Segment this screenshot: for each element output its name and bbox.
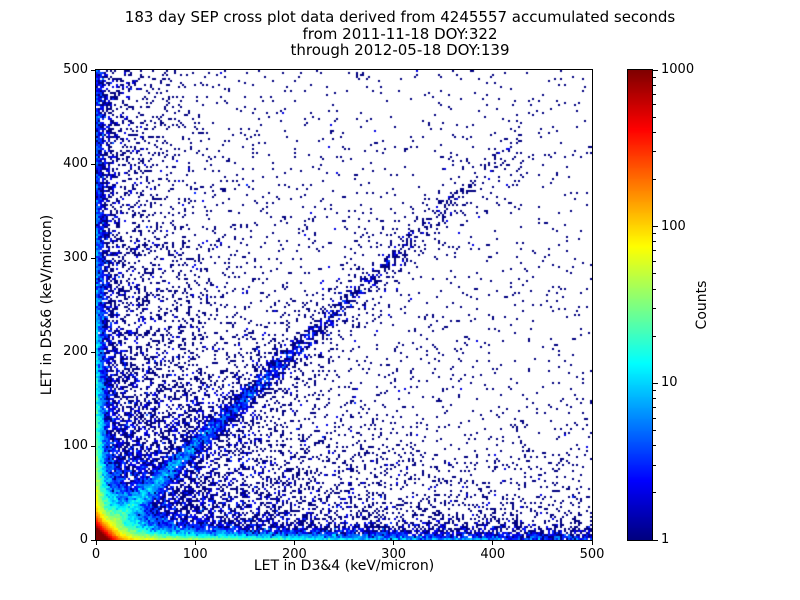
x-axis-tick-mark	[393, 541, 395, 545]
y-axis-tick-mark	[91, 163, 95, 165]
colorbar-tick-label: 1	[661, 532, 670, 547]
x-axis-tick-label: 500	[579, 547, 605, 562]
colorbar-minor-tick-mark	[653, 250, 656, 252]
colorbar-minor-tick-mark	[653, 76, 656, 78]
colorbar-minor-tick-mark	[653, 260, 656, 262]
colorbar-minor-tick-mark	[653, 445, 656, 447]
x-axis-tick-label: 0	[91, 547, 101, 562]
plot-frame	[95, 69, 593, 541]
colorbar-tick-mark	[653, 226, 658, 228]
y-axis-tick-mark	[91, 445, 95, 447]
density-scatter-canvas	[96, 70, 592, 540]
colorbar-minor-tick-mark	[653, 84, 656, 86]
y-axis-tick-label: 500	[63, 62, 88, 77]
x-axis-tick-mark	[293, 541, 295, 545]
colorbar-tick-mark	[653, 382, 658, 384]
colorbar-frame	[627, 69, 653, 541]
colorbar-minor-tick-mark	[653, 398, 656, 400]
colorbar-minor-tick-mark	[653, 335, 656, 337]
colorbar-minor-tick-mark	[653, 233, 656, 235]
y-axis-tick-mark	[91, 539, 95, 541]
colorbar-tick-label: 1000	[661, 62, 695, 77]
y-axis-tick-label: 400	[63, 156, 88, 171]
colorbar-label: Counts	[694, 280, 710, 330]
colorbar-tick-mark	[653, 69, 658, 71]
colorbar-minor-tick-mark	[653, 464, 656, 466]
chart-title-line-2: from 2011-11-18 DOY:322	[302, 25, 498, 43]
x-axis-tick-label: 100	[182, 547, 208, 562]
colorbar-minor-tick-mark	[653, 241, 656, 243]
colorbar-minor-tick-mark	[653, 407, 656, 409]
colorbar-gradient-canvas	[628, 70, 652, 540]
x-axis-tick-label: 400	[480, 547, 506, 562]
colorbar-tick-label: 100	[661, 218, 686, 234]
colorbar-minor-tick-mark	[653, 151, 656, 153]
y-axis-tick-mark	[91, 257, 95, 259]
colorbar-minor-tick-mark	[653, 104, 656, 106]
y-axis-tick-label: 300	[63, 250, 88, 265]
colorbar-minor-tick-mark	[653, 308, 656, 310]
colorbar-minor-tick-mark	[653, 179, 656, 180]
x-axis-tick-label: 300	[381, 547, 407, 562]
colorbar-minor-tick-mark	[653, 116, 656, 118]
y-axis-tick-label: 200	[63, 344, 88, 359]
colorbar-tick-mark	[653, 539, 658, 541]
colorbar-minor-tick-mark	[653, 93, 656, 95]
x-axis-tick-label: 200	[281, 547, 307, 562]
y-axis-tick-mark	[91, 351, 95, 353]
y-axis-tick-label: 100	[63, 438, 88, 453]
chart-title-line-3: through 2012-05-18 DOY:139	[290, 41, 510, 59]
colorbar-minor-tick-mark	[653, 429, 656, 431]
x-axis-tick-mark	[591, 541, 593, 545]
colorbar-minor-tick-mark	[653, 273, 656, 275]
colorbar-minor-tick-mark	[653, 492, 656, 494]
y-axis-tick-mark	[91, 69, 95, 71]
colorbar-minor-tick-mark	[653, 390, 656, 391]
x-axis-tick-mark	[95, 541, 97, 545]
colorbar-minor-tick-mark	[653, 131, 656, 133]
colorbar-minor-tick-mark	[653, 288, 656, 290]
chart-title-line-1: 183 day SEP cross plot data derived from…	[124, 8, 676, 26]
colorbar-tick-label: 10	[661, 375, 678, 391]
colorbar-minor-tick-mark	[653, 417, 656, 419]
y-axis-tick-label: 0	[79, 532, 88, 547]
x-axis-tick-mark	[492, 541, 494, 545]
x-axis-label: LET in D3&4 (keV/micron)	[253, 558, 435, 574]
x-axis-tick-mark	[194, 541, 196, 545]
y-axis-label: LET in D5&6 (keV/micron)	[39, 214, 55, 396]
